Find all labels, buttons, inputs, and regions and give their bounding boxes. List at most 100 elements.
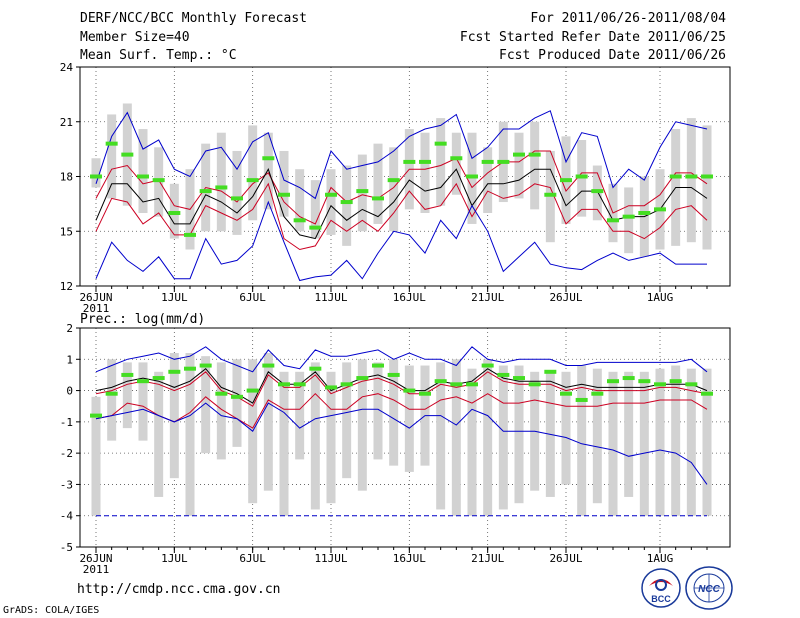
observed-mark [309,225,322,230]
plot-frame [79,327,731,548]
x-tick-label: 21JUL [471,291,504,304]
ensemble-box [483,147,493,213]
ensemble-box [514,365,524,504]
y-tick-label: 21 [60,116,73,129]
y-tick-label: -1 [60,416,73,429]
ensemble-box [279,371,289,516]
ensemble-box [342,165,352,246]
ensemble-box [138,129,148,213]
ensemble-box [702,368,712,516]
y-tick-label: 15 [60,225,73,238]
observed-mark [497,372,510,377]
ensemble-box [107,359,117,441]
observed-mark [638,211,651,215]
ensemble-box [263,353,273,491]
observed-mark [199,363,212,368]
observed-mark [325,385,337,390]
y-tick-label: 1 [66,353,73,366]
observed-mark [278,192,290,197]
ensemble-box [561,371,571,485]
observed-mark [262,156,275,161]
x-tick-label: 1AUG [647,552,674,565]
x-tick-year: 2011 [83,563,110,576]
observed-mark [403,159,416,164]
observed-mark [669,379,682,384]
grads-credit: GrADS: COLA/IGES [3,605,100,616]
observed-mark [591,189,604,194]
observed-mark [372,196,384,201]
series-min-line [95,200,707,282]
observed-mark [137,379,149,384]
observed-mark [607,218,619,223]
series-min-line [95,402,708,485]
ensemble-box [420,132,430,213]
observed-mark [90,413,102,418]
observed-mark [340,382,353,387]
ensemble-box [279,150,289,217]
observed-mark [481,363,494,368]
ensemble-box [342,362,352,479]
y-tick-label: 24 [60,61,74,74]
observed-mark [528,152,541,157]
observed-mark [544,369,557,374]
ensemble-box [310,180,320,239]
ensemble-box [326,169,336,235]
observed-mark [701,391,713,396]
observed-mark [685,382,698,387]
ensemble-box [404,365,414,472]
bcc-logo-text: BCC [651,594,671,604]
observed-mark [481,159,494,164]
observed-mark [560,391,572,396]
observed-mark [152,376,165,381]
series-spread-low-line [95,182,708,251]
observed-mark [372,363,384,368]
observed-mark [403,388,416,393]
y-tick-label: 0 [66,385,73,398]
observed-mark [622,376,635,381]
ensemble-box [498,365,508,510]
ensemble-box [436,362,446,510]
observed-mark [246,388,259,393]
member-size: Member Size=40 [80,30,190,45]
observed-mark [325,192,337,197]
observed-mark [450,156,463,161]
source-url[interactable]: http://cmdp.ncc.cma.gov.cn [77,582,281,597]
ensemble-box [373,143,383,224]
ensemble-box [451,132,461,195]
observed-mark [278,382,290,387]
started-refer-date: Fcst Started Refer Date 2011/06/25 [459,30,726,45]
observed-mark [622,214,635,219]
observed-mark [184,366,196,371]
ensemble-box [263,132,273,210]
ensemble-box [169,353,179,479]
ensemble-box [530,121,540,210]
ensemble-box [138,362,148,441]
ensemble-box [310,362,320,510]
ensemble-box [232,359,242,447]
ensemble-box [232,150,242,235]
observed-mark [293,218,306,223]
ensemble-box [686,118,696,243]
observed-mark [387,178,400,183]
observed-mark [293,382,306,387]
series-mean-line [95,167,708,240]
series-mean-line [95,368,708,404]
x-tick-label: 16JUL [393,552,426,565]
ensemble-box [686,368,696,516]
ncc-logo: NCC [685,566,733,610]
observed-mark [575,174,588,179]
ncc-logo-text: NCC [698,584,720,595]
observed-mark [231,394,243,399]
ensemble-box [389,359,399,466]
bcc-logo: BCC [641,568,681,608]
observed-mark [121,372,134,377]
observed-mark [654,207,666,212]
series-spread-high-line [95,150,708,225]
ensemble-box [451,359,461,516]
observed-mark [90,174,102,179]
x-tick-label: 26JUL [549,291,582,304]
observed-mark [231,196,243,201]
observed-mark [309,366,322,371]
observed-mark [137,174,149,179]
x-tick-label: 26JUL [549,552,582,565]
